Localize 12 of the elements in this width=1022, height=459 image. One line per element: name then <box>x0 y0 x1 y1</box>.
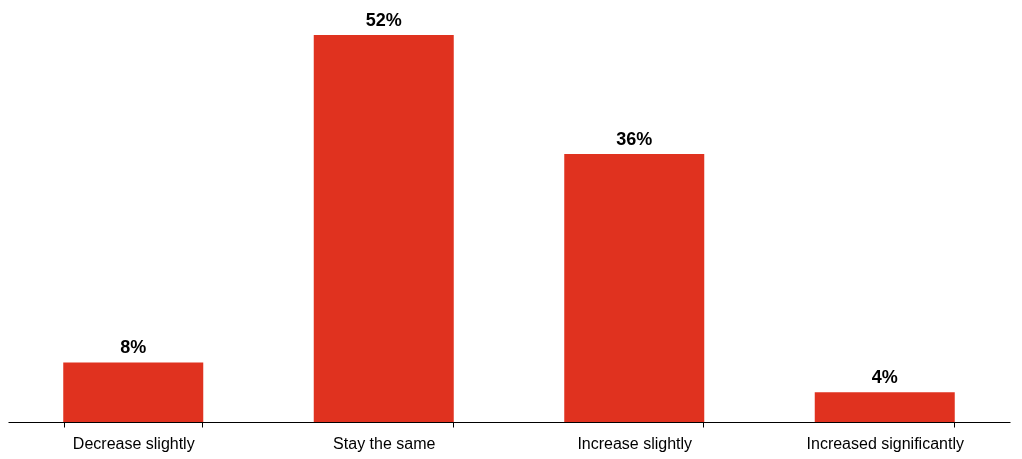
data-label: 36% <box>616 129 653 150</box>
bar <box>564 154 705 422</box>
bar <box>313 35 454 422</box>
data-label: 52% <box>365 10 402 30</box>
data-label: 8% <box>120 337 147 358</box>
x-tick-label: Increase slightly <box>577 434 693 452</box>
data-label: 4% <box>871 367 898 388</box>
x-tick-label: Stay the same <box>333 434 436 452</box>
bar <box>63 362 204 422</box>
x-tick-label: Decrease slightly <box>72 434 195 452</box>
bar <box>814 392 955 422</box>
x-tick-label: Increased significantly <box>806 434 964 452</box>
